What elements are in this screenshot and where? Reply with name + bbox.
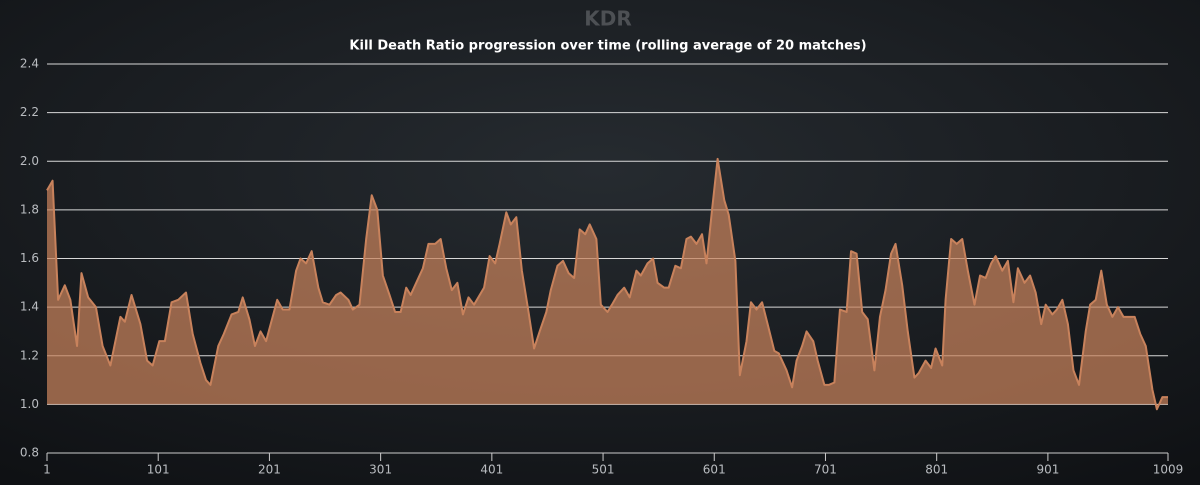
y-tick-label: 1.4 — [20, 300, 39, 314]
plot — [46, 157, 1168, 411]
x-tick-label: 801 — [925, 463, 948, 477]
area-line — [46, 157, 1168, 411]
x-tick-label: 1 — [43, 463, 51, 477]
x-tick-label: 101 — [147, 463, 170, 477]
x-tick-label: 401 — [480, 463, 503, 477]
y-tick-label: 1.8 — [20, 202, 39, 216]
area-fill — [47, 158, 1168, 410]
x-tick-label: 501 — [592, 463, 615, 477]
y-tick-label: 1.2 — [20, 348, 39, 362]
chart-subtitle: Kill Death Ratio progression over time (… — [349, 39, 866, 54]
y-tick-label: 2.4 — [20, 57, 39, 71]
y-tick-label: 2.0 — [20, 154, 39, 168]
chart-title: KDR — [584, 7, 632, 31]
x-tick-label: 901 — [1036, 463, 1059, 477]
y-tick-label: 2.2 — [20, 105, 39, 119]
axes: 0.8 1.0 1.2 1.4 1.6 1.8 2.0 2.2 2.4 1 101 201 301 401… — [20, 57, 1183, 477]
y-tick-label: 0.8 — [20, 446, 39, 460]
y-tick-label: 1.6 — [20, 251, 39, 265]
y-tick-label: 1.0 — [20, 397, 39, 411]
x-tick-label: 701 — [814, 463, 837, 477]
x-tick-label: 1009 — [1153, 463, 1184, 477]
x-tick-label: 601 — [703, 463, 726, 477]
x-tick-label: 201 — [258, 463, 281, 477]
x-tick-label: 301 — [369, 463, 392, 477]
